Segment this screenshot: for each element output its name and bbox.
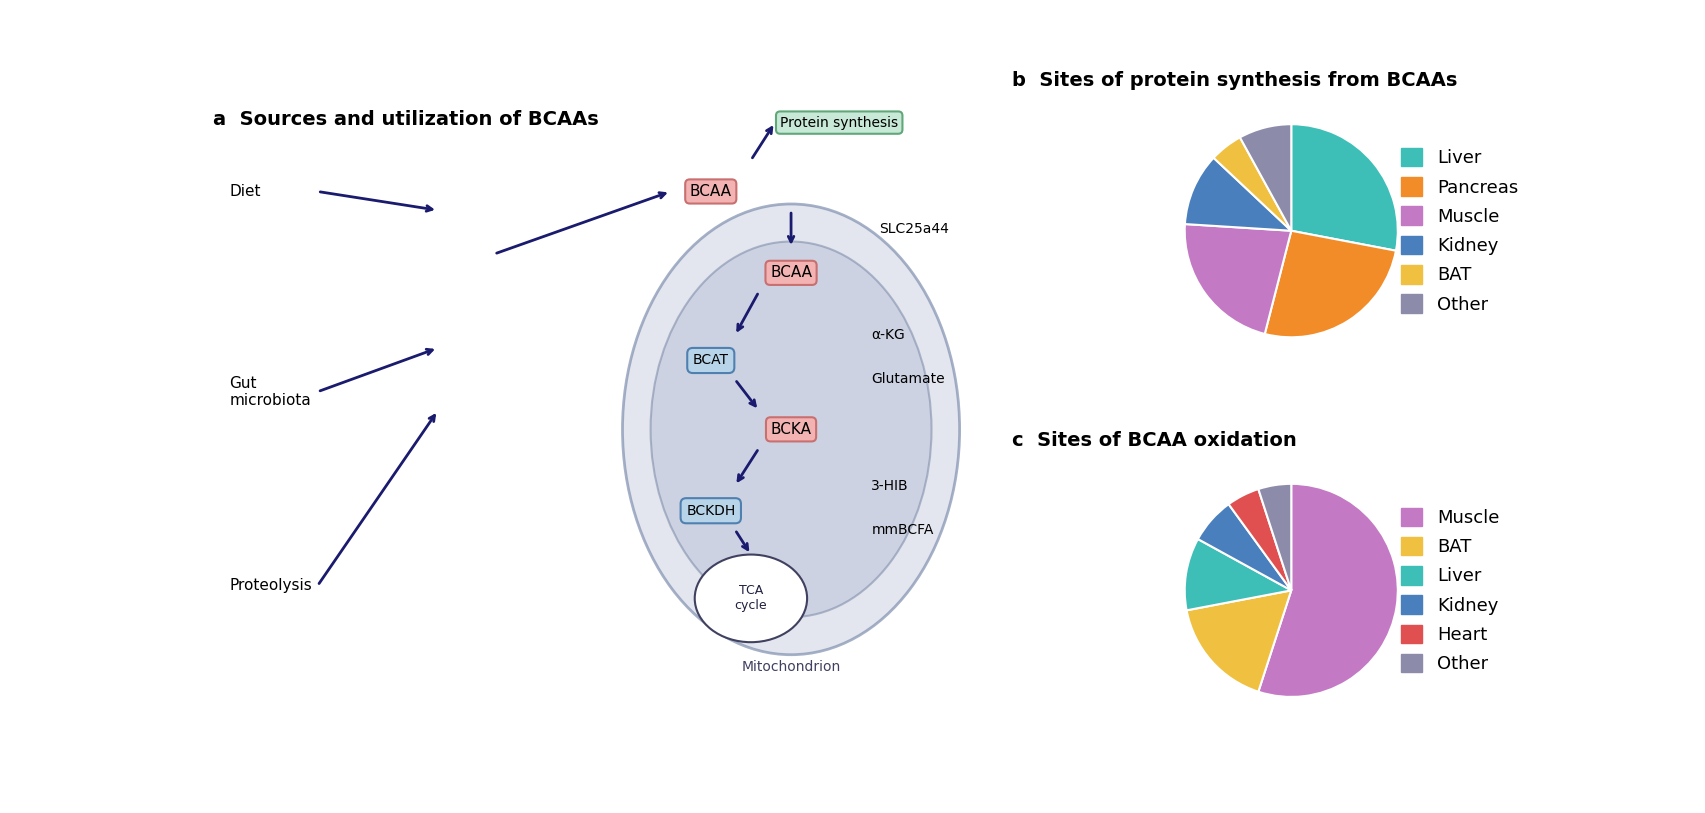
Wedge shape xyxy=(1229,489,1291,590)
Text: TCA
cycle: TCA cycle xyxy=(735,585,767,612)
Wedge shape xyxy=(1265,231,1396,337)
Text: a  Sources and utilization of BCAAs: a Sources and utilization of BCAAs xyxy=(213,110,598,129)
Wedge shape xyxy=(1214,137,1291,231)
Text: c  Sites of BCAA oxidation: c Sites of BCAA oxidation xyxy=(1011,431,1296,450)
Wedge shape xyxy=(1185,539,1291,611)
Text: Protein synthesis: Protein synthesis xyxy=(781,115,899,129)
Text: mmBCFA: mmBCFA xyxy=(871,523,934,537)
Text: BCAA: BCAA xyxy=(771,265,812,280)
Ellipse shape xyxy=(622,204,960,654)
Wedge shape xyxy=(1185,158,1291,231)
Wedge shape xyxy=(1199,504,1291,590)
Wedge shape xyxy=(1187,590,1291,692)
Wedge shape xyxy=(1185,224,1291,334)
Text: BCKA: BCKA xyxy=(771,422,812,437)
Text: Proteolysis: Proteolysis xyxy=(228,578,312,593)
Wedge shape xyxy=(1291,124,1398,250)
Text: Gut
microbiota: Gut microbiota xyxy=(228,376,310,408)
Legend: Liver, Pancreas, Muscle, Kidney, BAT, Other: Liver, Pancreas, Muscle, Kidney, BAT, Ot… xyxy=(1393,141,1526,321)
Legend: Muscle, BAT, Liver, Kidney, Heart, Other: Muscle, BAT, Liver, Kidney, Heart, Other xyxy=(1393,500,1507,680)
Text: b  Sites of protein synthesis from BCAAs: b Sites of protein synthesis from BCAAs xyxy=(1011,72,1458,90)
Wedge shape xyxy=(1258,484,1291,590)
Wedge shape xyxy=(1258,484,1398,697)
Ellipse shape xyxy=(651,241,931,617)
Text: SLC25a44: SLC25a44 xyxy=(880,222,950,236)
Wedge shape xyxy=(1240,124,1291,231)
Text: Diet: Diet xyxy=(228,184,261,199)
Text: Mitochondrion: Mitochondrion xyxy=(742,660,841,674)
Text: 3-HIB: 3-HIB xyxy=(871,479,909,493)
Text: BCAT: BCAT xyxy=(692,354,728,367)
Text: α-KG: α-KG xyxy=(871,328,905,342)
Text: Glutamate: Glutamate xyxy=(871,372,945,386)
Text: BCAA: BCAA xyxy=(691,184,731,199)
Text: BCKDH: BCKDH xyxy=(685,504,735,518)
Circle shape xyxy=(694,554,806,642)
